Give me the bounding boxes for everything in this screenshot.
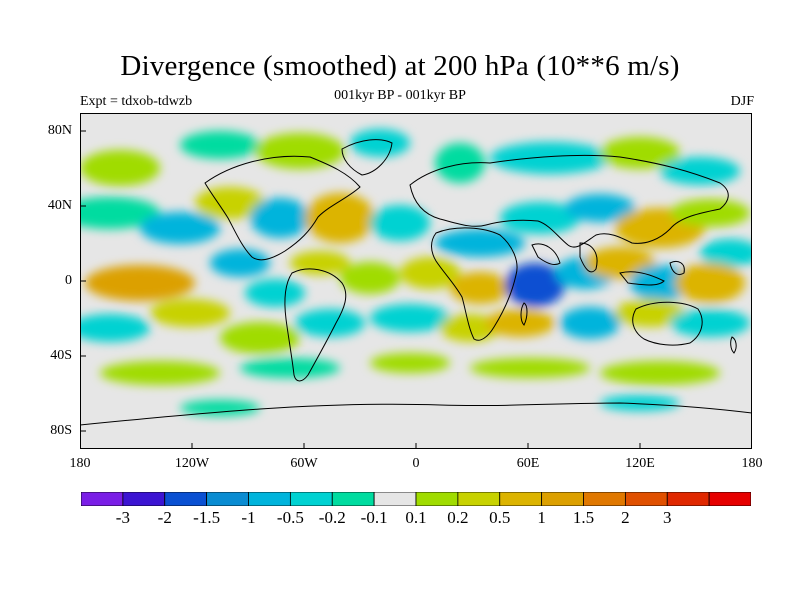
colorbar-label: -0.1 — [360, 508, 388, 527]
colorbar-label: 1 — [537, 508, 546, 527]
divergence-map — [80, 113, 752, 449]
colorbar-label: -2 — [157, 508, 172, 527]
colorbar-swatch — [206, 492, 249, 506]
colorbar-swatch — [499, 492, 543, 506]
colorbar-swatch — [122, 492, 166, 506]
colorbar-swatch — [541, 492, 584, 506]
colorbar-label: 3 — [663, 508, 672, 527]
lon-label-120e: 120E — [625, 456, 655, 471]
colorbar-swatch — [331, 492, 375, 506]
lat-label-80n: 80N — [47, 123, 72, 138]
lat-label-40s: 40S — [50, 348, 72, 363]
colorbar-label: -0.5 — [276, 508, 304, 527]
colorbar-label: 0.5 — [489, 508, 511, 527]
lat-label-0: 0 — [65, 273, 72, 288]
lat-label-80s: 80S — [50, 423, 72, 438]
coastlines — [80, 139, 752, 449]
colorbar-swatch — [289, 492, 333, 506]
lon-label-180e: 180 — [741, 456, 763, 471]
page-title: Divergence (smoothed) at 200 hPa (10**6 … — [120, 50, 680, 82]
period-label: 001kyr BP - 001kyr BP — [334, 88, 466, 103]
colorbar-swatch — [708, 492, 751, 506]
colorbar-swatch — [666, 492, 710, 506]
map-ticks — [80, 130, 641, 449]
colorbar-swatch — [248, 492, 291, 506]
lon-label-0: 0 — [412, 456, 420, 471]
lat-label-40n: 40N — [47, 198, 72, 213]
colorbar-swatch — [457, 492, 501, 506]
colorbar-label: -3 — [115, 508, 130, 527]
colorbar-swatch — [583, 492, 626, 506]
colorbar-label: -1 — [241, 508, 256, 527]
colorbar-label: 0.2 — [447, 508, 469, 527]
season-label: DJF — [730, 94, 754, 109]
colorbar-label: -0.2 — [318, 508, 346, 527]
lon-label-60w: 60W — [290, 456, 318, 471]
colorbar-label: 0.1 — [405, 508, 427, 527]
colorbar-swatch — [81, 492, 124, 506]
colorbar-label: 2 — [621, 508, 630, 527]
lon-label-60e: 60E — [516, 456, 540, 471]
colorbar-swatch — [415, 492, 459, 506]
colorbar-label: -1.5 — [193, 508, 221, 527]
colorbar-swatch — [164, 492, 208, 506]
colorbar-swatch — [624, 492, 668, 506]
divergence-field — [80, 129, 752, 416]
lon-label-120w: 120W — [174, 456, 210, 471]
colorbar-swatch — [373, 492, 417, 506]
colorbar-label: 1.5 — [572, 508, 595, 527]
lon-label-180w: 180 — [69, 456, 91, 471]
colorbar — [81, 492, 751, 506]
experiment-label: Expt = tdxob-tdwzb — [80, 94, 193, 109]
